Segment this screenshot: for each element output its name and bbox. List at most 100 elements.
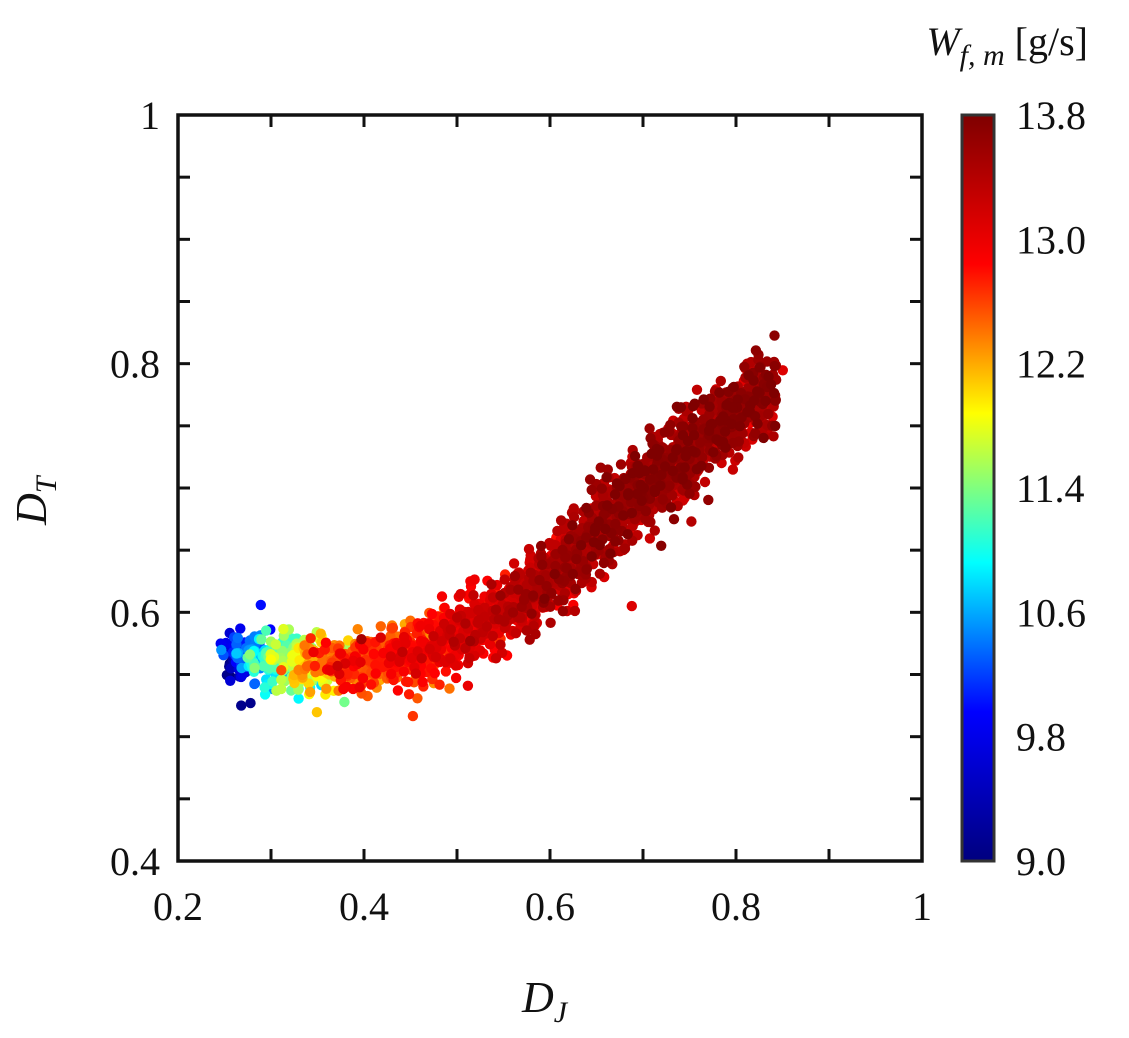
y-tick-label: 0.8 [110, 342, 160, 387]
scatter-point [356, 634, 367, 645]
scatter-point [601, 472, 612, 483]
scatter-point [750, 428, 761, 439]
scatter-point [354, 682, 365, 693]
scatter-point [299, 640, 310, 651]
scatter-point [586, 484, 597, 496]
scatter-point [553, 595, 564, 606]
scatter-point [387, 622, 399, 634]
scatter-point [763, 408, 774, 420]
scatter-point [464, 653, 475, 664]
scatter-point [676, 421, 687, 432]
scatter-point [523, 543, 535, 555]
scatter-point [249, 678, 260, 690]
scatter-point [509, 570, 521, 582]
colorbar-tick-label: 13.0 [1016, 217, 1086, 262]
scatter-point [392, 685, 404, 696]
scatter-point [667, 490, 678, 501]
scatter-point [659, 461, 671, 472]
colorbar-gradient [960, 113, 996, 863]
scatter-point [557, 544, 568, 556]
scatter-point [677, 472, 688, 483]
colorbar-tick-label: 13.8 [1016, 93, 1086, 138]
scatter-point [320, 637, 332, 648]
scatter-point [258, 661, 269, 672]
scatter-point [557, 606, 569, 617]
scatter-point [610, 536, 621, 547]
scatter-point [749, 395, 760, 406]
scatter-point [436, 591, 448, 602]
scatter-point [462, 680, 474, 691]
scatter-point [465, 635, 476, 647]
scatter-point [225, 675, 236, 686]
scatter-point [525, 567, 536, 578]
scatter-point [618, 510, 629, 521]
colorbar-tick-labels: 13.8 13.0 12.2 11.4 10.6 9.8 9.0 [1016, 93, 1086, 884]
scatter-point [704, 401, 715, 412]
scatter-point [686, 516, 697, 527]
scatter-point [265, 654, 276, 665]
scatter-point [581, 564, 592, 575]
x-tick-label: 1 [912, 884, 932, 929]
scatter-point [665, 502, 677, 513]
scatter-point [715, 375, 726, 387]
scatter-point [727, 464, 739, 475]
scatter-point [721, 399, 732, 411]
scatter-point [448, 636, 459, 647]
scatter-point [644, 423, 655, 434]
scatter-point [626, 507, 638, 519]
x-axis-label: DJ [521, 973, 569, 1029]
scatter-point [278, 623, 289, 635]
colorbar-title-units: [g/s] [1005, 19, 1088, 64]
scatter-point [695, 437, 706, 448]
y-tick-label: 0.6 [110, 590, 160, 635]
scatter-point [713, 436, 725, 447]
scatter-point [493, 614, 504, 625]
x-axis-label-sub: J [554, 996, 569, 1029]
y-axis-label-main: D [7, 493, 56, 526]
scatter-point [301, 661, 313, 672]
scatter-point [744, 405, 755, 416]
scatter-point [521, 625, 532, 636]
scatter-point [469, 574, 480, 585]
scatter-point [610, 518, 621, 530]
scatter-point [569, 605, 581, 617]
scatter-point [324, 665, 336, 676]
scatter-point [293, 693, 304, 704]
scatter-point [260, 625, 272, 636]
scatter-point [255, 599, 266, 611]
scatter-point [400, 638, 411, 649]
scatter-point [552, 525, 563, 537]
scatter-point [357, 673, 369, 684]
scatter-point [648, 464, 659, 475]
scatter-point [654, 445, 665, 456]
scatter-point [309, 660, 321, 672]
scatter-point [545, 617, 556, 628]
scatter-point [486, 579, 497, 590]
scatter-point [385, 651, 397, 662]
scatter-point [688, 430, 700, 441]
colorbar-tick-label: 9.0 [1016, 839, 1066, 884]
scatter-point [703, 425, 715, 436]
scatter-point [375, 632, 386, 643]
scatter-point [555, 515, 567, 526]
scatter-point [644, 533, 656, 544]
scatter-point [444, 683, 455, 694]
scatter-point [563, 534, 575, 545]
scatter-point [402, 676, 414, 688]
scatter-point [680, 450, 691, 462]
scatter-point [719, 426, 731, 437]
scatter-point [667, 465, 678, 477]
scatter-point [231, 648, 242, 659]
scatter-point [714, 387, 725, 398]
scatter-point [726, 418, 737, 430]
scatter-point [752, 418, 763, 429]
y-axis-label: DT [7, 474, 63, 526]
scatter-point [305, 633, 316, 644]
scatter-point [375, 621, 386, 632]
colorbar-title-main: W [926, 19, 963, 64]
scatter-point [499, 574, 510, 585]
scatter-point [259, 682, 270, 693]
axis-ticks [176, 113, 924, 863]
scatter-point [659, 427, 670, 438]
